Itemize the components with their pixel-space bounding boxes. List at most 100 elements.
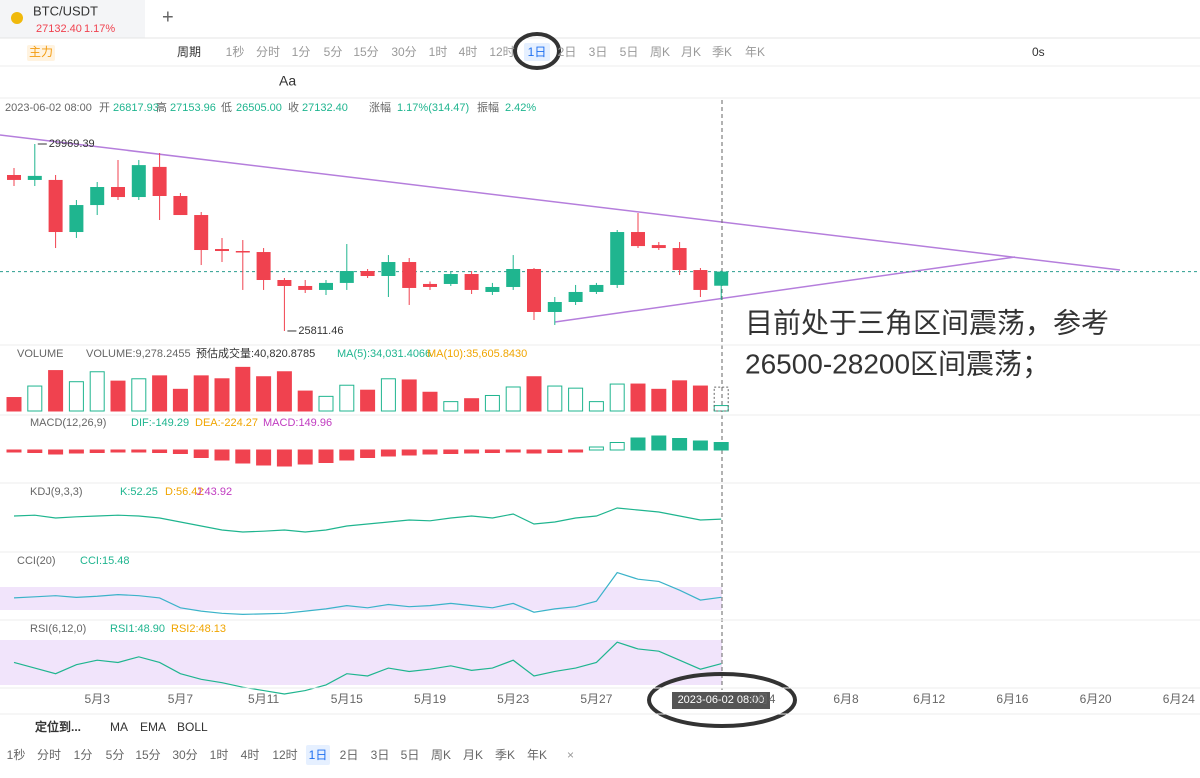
timeframe[interactable]: 3日 bbox=[371, 748, 390, 762]
indicator-label: VOLUME bbox=[17, 348, 63, 360]
info: 振幅 bbox=[477, 100, 499, 114]
volume-bar bbox=[526, 376, 542, 412]
candle-body bbox=[215, 249, 229, 252]
x-tick-label: 5月3 bbox=[85, 692, 111, 706]
x-tick-label: 5月23 bbox=[497, 692, 529, 706]
timeframe[interactable]: 15分 bbox=[135, 748, 160, 762]
crosshair-label: 2023-06-02 08:00 bbox=[678, 694, 765, 706]
candle-body bbox=[90, 187, 105, 206]
timeframe[interactable]: 5分 bbox=[106, 748, 125, 762]
timeframe[interactable]: 1日 bbox=[309, 748, 328, 762]
timeframe[interactable]: 季K bbox=[495, 748, 515, 762]
timeframe-selected bbox=[524, 43, 550, 61]
locate[interactable]: 定位到... bbox=[35, 719, 81, 734]
info: 高 bbox=[156, 100, 167, 114]
timeframe[interactable]: 30分 bbox=[172, 748, 197, 762]
timeframe[interactable]: 年K bbox=[745, 45, 765, 59]
study[interactable]: EMA bbox=[140, 720, 166, 734]
timeframe[interactable]: 2日 bbox=[558, 45, 577, 59]
highlight-circle bbox=[513, 32, 561, 70]
candle-body bbox=[69, 205, 84, 233]
indicator-label: D:56.42 bbox=[165, 486, 204, 498]
text-tool[interactable]: Aa bbox=[279, 73, 296, 89]
timeframe[interactable]: 1分 bbox=[292, 45, 311, 59]
macd-bar bbox=[630, 437, 646, 451]
macd-bar bbox=[568, 449, 584, 453]
candle-body bbox=[173, 196, 188, 216]
timeframe[interactable]: 5日 bbox=[620, 45, 639, 59]
volume-bar bbox=[568, 387, 584, 412]
volume-bar bbox=[401, 379, 417, 412]
study[interactable]: BOLL bbox=[177, 720, 208, 734]
timeframe-selected bbox=[306, 745, 330, 765]
timeframe[interactable]: 分时 bbox=[37, 748, 61, 762]
timeframe[interactable]: 月K bbox=[463, 748, 483, 762]
main-force[interactable]: 主力 bbox=[29, 45, 53, 59]
timeframe[interactable]: 3日 bbox=[589, 45, 608, 59]
low-label: 25811.46 bbox=[298, 325, 343, 337]
timeframe[interactable]: 月K bbox=[681, 45, 701, 59]
study[interactable]: MA bbox=[110, 720, 128, 734]
macd-bar bbox=[214, 449, 230, 461]
timeframe[interactable]: 15分 bbox=[353, 45, 378, 59]
volume-bar bbox=[89, 371, 105, 412]
candle-body bbox=[631, 232, 645, 247]
volume-bar bbox=[27, 385, 43, 412]
tab-price: 27132.40 bbox=[36, 23, 82, 35]
volume-bar bbox=[672, 380, 688, 412]
indicator-line bbox=[13, 641, 722, 695]
indicator-label: DIF:-149.29 bbox=[131, 417, 189, 429]
candle-body bbox=[152, 166, 167, 197]
candle-body bbox=[256, 252, 271, 281]
indicator-line bbox=[13, 571, 722, 616]
add-tab[interactable]: + bbox=[162, 6, 174, 28]
timeframe[interactable]: 1时 bbox=[429, 45, 448, 59]
candle-body bbox=[651, 245, 666, 249]
candle-body bbox=[568, 291, 583, 302]
macd-bar bbox=[339, 449, 355, 461]
candle-body bbox=[298, 285, 313, 290]
candle-body bbox=[48, 179, 63, 233]
period[interactable]: 周期 bbox=[177, 45, 201, 59]
candle-body bbox=[277, 280, 292, 286]
timeframe[interactable]: 4时 bbox=[459, 45, 478, 59]
timeframe[interactable]: 1分 bbox=[74, 748, 93, 762]
close-bottom[interactable]: × bbox=[567, 748, 574, 762]
timeframe[interactable]: 周K bbox=[650, 45, 670, 59]
macd-bar bbox=[651, 435, 667, 451]
timeframe[interactable]: 5分 bbox=[324, 45, 343, 59]
main-badge[interactable] bbox=[27, 45, 55, 61]
candle-body bbox=[527, 268, 541, 312]
info: 27153.96 bbox=[170, 102, 216, 114]
macd-bar bbox=[276, 449, 292, 467]
coin-icon bbox=[11, 12, 23, 24]
timeframe[interactable]: 周K bbox=[431, 748, 451, 762]
timeframe[interactable]: 12时 bbox=[489, 45, 514, 59]
timeframe[interactable]: 季K bbox=[712, 45, 732, 59]
macd-bar bbox=[89, 449, 105, 453]
indicator-label: MACD:149.96 bbox=[263, 417, 332, 429]
timeframe[interactable]: 1秒 bbox=[226, 45, 245, 59]
indicator-label: CCI(20) bbox=[17, 555, 56, 567]
timeframe[interactable]: 1日 bbox=[528, 45, 547, 59]
info: 27132.40 bbox=[302, 102, 348, 114]
timeframe[interactable]: 1秒 bbox=[7, 748, 26, 762]
timeframe[interactable]: 12时 bbox=[272, 748, 297, 762]
annotation: 目前处于三角区间震荡，参考 bbox=[745, 307, 1109, 338]
tab-active[interactable] bbox=[0, 0, 145, 38]
timeframe[interactable]: 5日 bbox=[401, 748, 420, 762]
volume-bar bbox=[235, 366, 251, 412]
timeframe[interactable]: 4时 bbox=[241, 748, 260, 762]
timeframe[interactable]: 2日 bbox=[340, 748, 359, 762]
timeframe[interactable]: 1时 bbox=[210, 748, 229, 762]
timeframe[interactable]: 年K bbox=[527, 748, 547, 762]
candle-body bbox=[693, 270, 708, 290]
timeframe[interactable]: 30分 bbox=[391, 45, 416, 59]
macd-bar bbox=[172, 449, 188, 454]
macd-bar bbox=[526, 449, 542, 454]
timeframe[interactable]: 分时 bbox=[256, 45, 280, 59]
indicator-label: 预估成交量:40,820.8785 bbox=[196, 346, 315, 360]
macd-bar bbox=[380, 449, 396, 457]
indicator-label: K:52.25 bbox=[120, 486, 158, 498]
indicator-label: KDJ(9,3,3) bbox=[30, 486, 83, 498]
